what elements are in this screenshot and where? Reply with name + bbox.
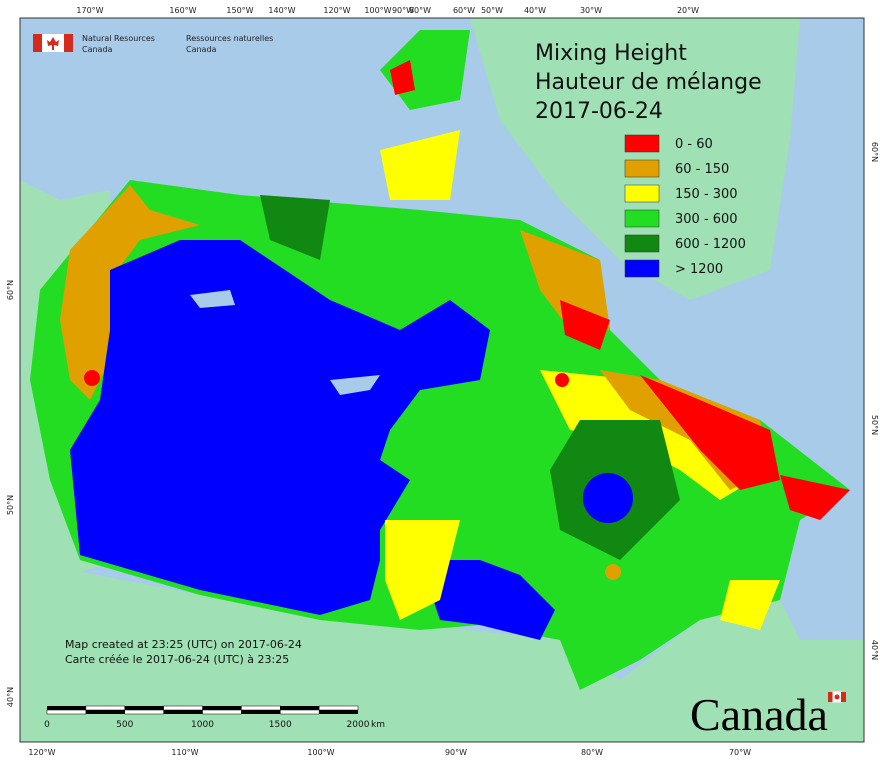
scale-tick-label: 0 [44,720,50,730]
legend-swatch [624,234,660,253]
region-darkgreen [260,195,330,260]
red-cell [555,373,569,387]
bottom-label: 100°W [307,748,334,757]
scale-tick-label: 500 [116,720,133,730]
right-label: 50°N [870,415,879,435]
blue-cell [583,473,633,523]
scale-tick-label: 1500 [269,720,292,730]
left-label: 50°N [6,495,15,515]
wordmark: Canada [690,689,828,740]
scale-segment [280,709,320,715]
greenland [470,18,800,300]
scale-segment [318,705,359,711]
bottom-label: 110°W [171,748,198,757]
region-yellow-ontario [385,520,460,620]
red-cell [84,370,100,386]
region-red-north [560,300,610,350]
legend-swatch [624,134,660,153]
top-label: 80°W [409,6,431,15]
bottom-label: 90°W [445,748,467,757]
scale-segment [241,710,281,714]
scale-segment [202,706,242,710]
agency-en: Natural Resources [82,34,155,43]
top-label: 140°W [268,6,295,15]
right-label: 40°N [870,640,879,660]
region-yellow-maritimes [720,580,780,630]
title-date: 2017-06-24 [535,99,663,124]
top-label: 160°W [169,6,196,15]
legend-label: 0 - 60 [675,137,713,152]
scale-unit: km [371,720,385,730]
scale-tick-label: 1000 [191,720,214,730]
region-orange [60,185,200,400]
bottom-label: 80°W [581,748,603,757]
region-red-newfoundland [780,475,850,520]
scale-tick-label: 2000 [347,720,370,730]
scale-segment [124,706,164,710]
left-label: 40°N [6,687,15,707]
agency-en: Canada [82,45,113,54]
top-label: 60°W [453,6,475,15]
left-label: 60°N [6,280,15,300]
scale-segment [241,705,281,711]
frame [19,17,865,743]
top-label: 30°W [580,6,602,15]
scale-segment [163,710,203,714]
united-states [20,560,864,742]
lake [190,290,235,308]
legend-label: 300 - 600 [675,212,738,227]
region-yellow-arctic [380,130,460,200]
orange-cell [605,564,621,580]
flag [33,34,73,52]
legend-label: 150 - 300 [675,187,738,202]
top-label: 20°W [677,6,699,15]
bottom-label: 70°W [729,748,751,757]
region-red-quebec [640,375,780,490]
legend-swatch [624,259,660,278]
legend-label: 600 - 1200 [675,237,746,252]
title: Hauteur de mélange [535,70,762,95]
footer-fr: Carte créée le 2017-06-24 (UTC) à 23:25 [65,653,289,666]
scale-segment [163,705,203,711]
bottom-label: 120°W [28,748,55,757]
top-label: 170°W [76,6,103,15]
legend-label: > 1200 [675,262,723,277]
lake [330,375,380,395]
top-label: 120°W [323,6,350,15]
region-blue-ontario [420,560,555,640]
scale-segment [319,710,358,714]
scale-segment [46,709,87,715]
legend-swatch [624,184,660,203]
region-orange-north [520,230,610,330]
footer-en: Map created at 23:25 (UTC) on 2017-06-24 [65,638,302,651]
scale-segment [85,705,125,711]
title: Mixing Height [535,41,687,66]
top-label: 150°W [226,6,253,15]
scale-segment [47,706,86,710]
top-label: 100°W [364,6,391,15]
scale-segment [280,706,320,710]
arctic-red [390,60,415,95]
top-label: 90°W [392,6,414,15]
scale-segment [202,709,242,715]
agency-fr: Canada [186,45,217,54]
legend-swatch [624,209,660,228]
legend-label: 60 - 150 [675,162,729,177]
legend-swatch [624,159,660,178]
scale-segment [85,710,125,714]
scale-segment [124,709,164,715]
top-label: 40°W [524,6,546,15]
wordmark-flag [828,691,846,703]
top-label: 50°W [481,6,503,15]
right-label: 60°N [870,142,879,162]
agency-fr: Ressources naturelles [186,34,273,43]
